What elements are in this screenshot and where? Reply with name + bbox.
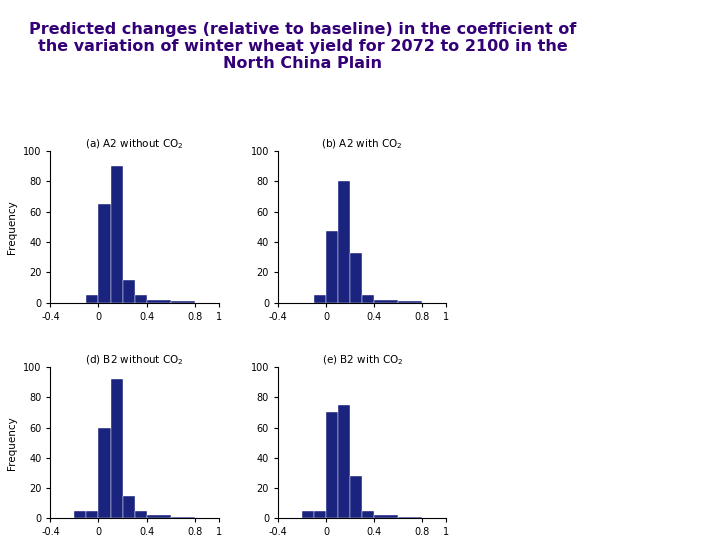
Title: (e) B2 with CO$_2$: (e) B2 with CO$_2$ [322,353,403,367]
Y-axis label: Frequency: Frequency [7,200,17,254]
Bar [147,300,171,302]
Bar [86,295,99,302]
Bar [86,511,99,518]
Y-axis label: Frequency: Frequency [7,416,17,470]
Title: (d) B2 without CO$_2$: (d) B2 without CO$_2$ [85,353,184,367]
Bar [171,301,194,302]
Bar [326,413,338,518]
Title: (a) A2 without CO$_2$: (a) A2 without CO$_2$ [86,137,184,151]
Bar [326,232,338,302]
Title: (b) A2 with CO$_2$: (b) A2 with CO$_2$ [321,137,403,151]
Bar [314,295,326,302]
Bar [99,428,110,518]
Bar [171,517,194,518]
Bar [362,511,374,518]
Bar [338,405,350,518]
Bar [110,166,122,302]
Bar [374,515,398,518]
Bar [362,295,374,302]
Bar [99,204,110,302]
Text: Predicted changes (relative to baseline) in the coefficient of
the variation of : Predicted changes (relative to baseline)… [29,22,576,71]
Bar [398,301,423,302]
Bar [110,379,122,518]
Bar [147,515,171,518]
Bar [122,280,135,302]
Bar [74,511,86,518]
Bar [135,511,147,518]
Bar [338,181,350,302]
Bar [350,476,362,518]
Bar [314,511,326,518]
Bar [350,253,362,302]
Bar [374,300,398,302]
Bar [135,295,147,302]
Bar [398,517,423,518]
Bar [302,511,314,518]
Bar [122,496,135,518]
